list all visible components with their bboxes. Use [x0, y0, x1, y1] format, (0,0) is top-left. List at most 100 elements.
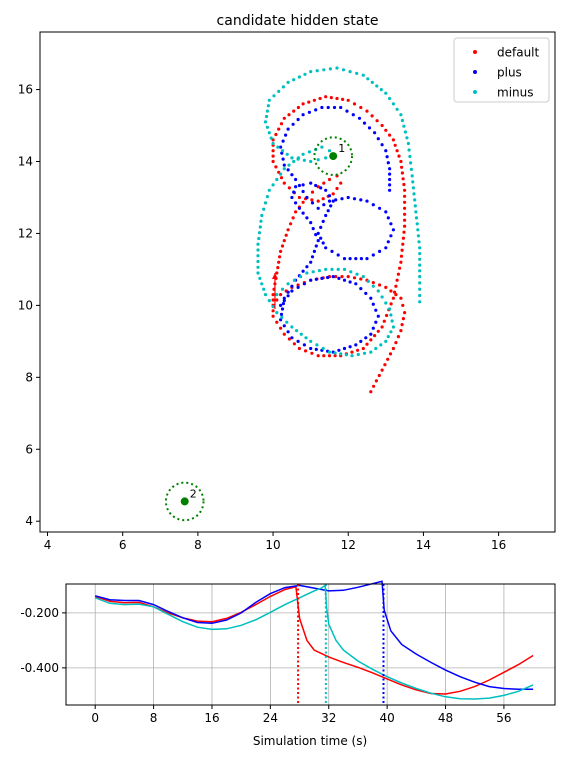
data-point — [413, 198, 417, 202]
data-point — [395, 107, 399, 111]
data-point — [309, 70, 313, 74]
x-tick-label: 24 — [263, 711, 278, 725]
data-point — [310, 255, 315, 259]
grid — [66, 584, 555, 705]
x-axis-label: Simulation time (s) — [253, 734, 367, 748]
data-point — [316, 158, 320, 162]
data-point — [279, 249, 283, 253]
data-point — [344, 353, 348, 357]
data-point — [396, 272, 400, 276]
data-point — [414, 210, 418, 214]
data-point — [339, 105, 343, 110]
data-point — [294, 185, 298, 189]
data-point — [305, 265, 309, 269]
x-tick-label: 16 — [204, 711, 219, 725]
data-point — [281, 157, 285, 161]
data-point — [286, 282, 290, 286]
y-tick-label: 4 — [25, 514, 33, 528]
data-point — [316, 185, 320, 189]
data-point — [391, 138, 395, 142]
legend-box — [453, 37, 550, 103]
y-tick-label: 12 — [18, 226, 33, 240]
data-point — [274, 132, 278, 137]
data-point — [384, 128, 388, 132]
data-point — [260, 213, 264, 218]
data-point — [400, 323, 404, 327]
data-point — [304, 336, 308, 340]
data-point — [374, 346, 378, 351]
data-point — [384, 210, 388, 214]
data-point — [389, 330, 393, 334]
data-point — [320, 276, 324, 280]
data-point — [399, 159, 403, 164]
data-point — [282, 116, 286, 120]
data-point — [275, 298, 279, 302]
data-point — [260, 282, 264, 286]
data-point — [290, 173, 294, 177]
data-point — [365, 199, 369, 203]
data-point — [384, 149, 388, 153]
data-point — [403, 188, 407, 192]
data-point — [276, 266, 280, 270]
data-point — [384, 285, 388, 289]
data-point — [314, 183, 318, 188]
x-tick-label: 14 — [416, 538, 431, 552]
data-point — [256, 242, 260, 246]
data-point — [292, 278, 296, 282]
data-point — [290, 156, 294, 160]
data-point — [388, 188, 392, 192]
data-point — [265, 109, 269, 113]
data-point — [405, 136, 409, 140]
data-point — [411, 186, 415, 190]
data-point — [282, 239, 286, 243]
series-line-2 — [95, 580, 534, 691]
data-point — [369, 296, 373, 300]
data-point — [364, 336, 368, 340]
data-point — [418, 246, 422, 250]
data-point — [330, 267, 334, 271]
data-point — [380, 143, 384, 147]
data-point — [322, 68, 326, 72]
data-point — [375, 119, 379, 123]
data-point — [400, 165, 404, 169]
data-point — [398, 266, 402, 270]
data-point — [332, 105, 337, 110]
data-point — [386, 357, 390, 361]
data-point — [327, 354, 332, 358]
trajectories — [256, 66, 422, 394]
data-point — [369, 350, 373, 354]
data-point — [321, 346, 325, 351]
data-point — [294, 177, 298, 182]
data-point — [279, 303, 283, 307]
data-point — [369, 390, 373, 394]
data-point — [401, 236, 405, 240]
x-tick-label: 16 — [491, 538, 506, 552]
data-point — [329, 204, 333, 208]
data-point — [256, 254, 260, 258]
data-point — [374, 320, 378, 324]
data-point — [286, 168, 290, 172]
data-point — [310, 190, 315, 194]
data-point — [324, 267, 328, 271]
data-point — [262, 287, 266, 291]
data-point — [365, 342, 369, 346]
data-point — [370, 114, 374, 118]
data-point — [394, 293, 398, 297]
data-point — [418, 263, 422, 267]
data-point — [319, 236, 323, 240]
data-point — [324, 156, 328, 160]
data-point — [279, 176, 284, 180]
data-point — [271, 314, 275, 318]
data-point — [282, 181, 286, 185]
data-point — [400, 118, 404, 123]
data-point — [282, 324, 286, 328]
data-point — [324, 213, 328, 218]
data-point — [389, 313, 393, 317]
target-2: 2 — [164, 481, 205, 522]
data-point — [259, 219, 263, 223]
legend-marker-plus — [473, 70, 477, 74]
data-point — [265, 195, 269, 199]
data-point — [390, 319, 394, 323]
data-point — [357, 116, 362, 120]
data-point — [281, 85, 285, 89]
